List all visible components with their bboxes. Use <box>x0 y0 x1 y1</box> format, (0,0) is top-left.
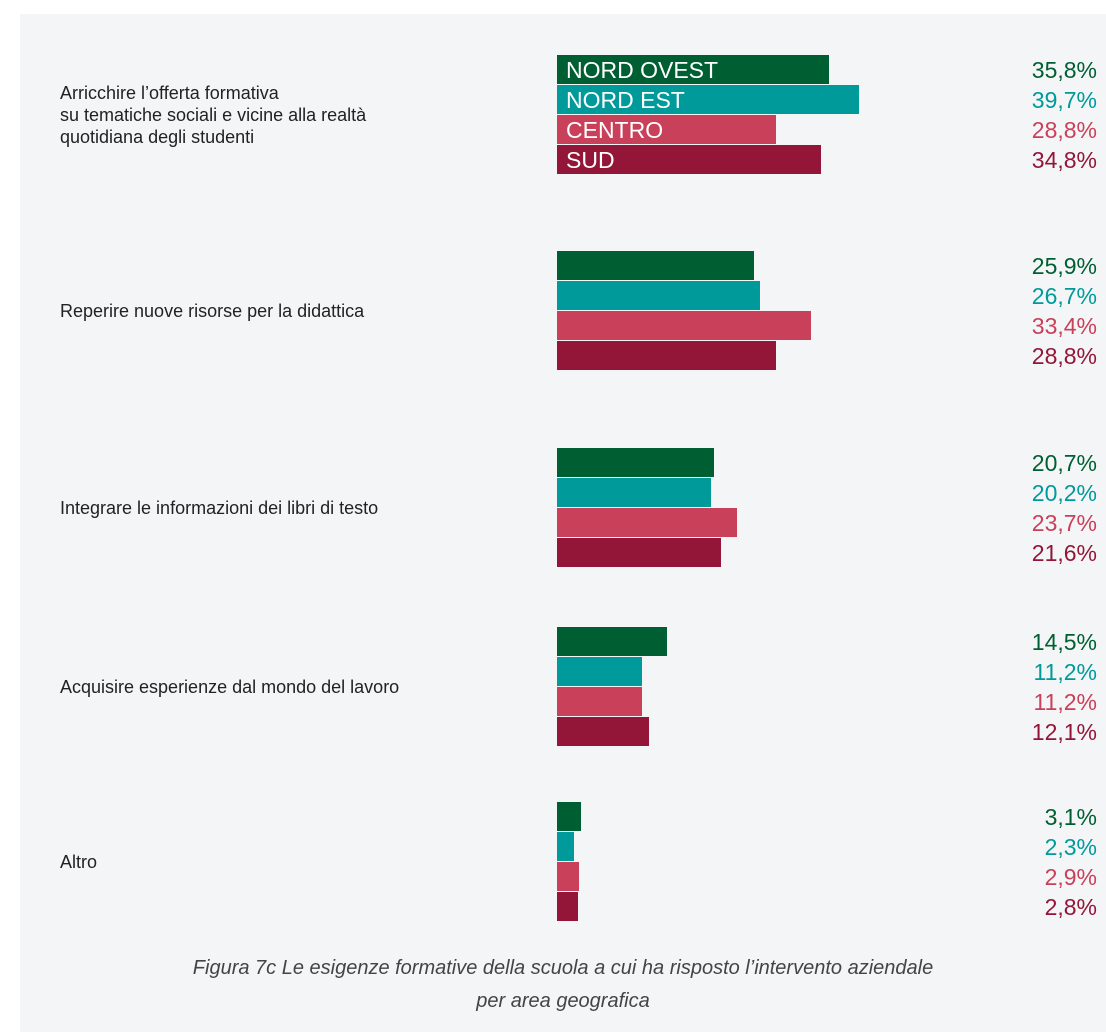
bar <box>557 145 822 174</box>
value-label: 2,9% <box>1044 864 1097 890</box>
category-label: Altro <box>60 852 98 872</box>
bar <box>557 802 581 831</box>
bar <box>557 55 830 84</box>
category-label: Arricchire l’offerta formativa su temati… <box>60 83 367 147</box>
value-label: 25,9% <box>1031 253 1097 279</box>
bar <box>557 311 811 340</box>
value-label: 20,7% <box>1031 450 1097 476</box>
bar <box>557 627 668 656</box>
category-label: Integrare le informazioni dei libri di t… <box>60 498 379 518</box>
category-label: Acquisire esperienze dal mondo del lavor… <box>60 677 400 697</box>
value-label: 14,5% <box>1031 629 1097 655</box>
value-label: 11,2% <box>1033 659 1097 685</box>
legend-label: CENTRO <box>566 117 664 143</box>
value-label: 34,8% <box>1031 147 1097 173</box>
value-label: 3,1% <box>1044 804 1097 830</box>
bar <box>557 892 579 921</box>
bar <box>557 85 859 114</box>
value-label: 20,2% <box>1031 480 1097 506</box>
bar <box>557 832 575 861</box>
bar <box>557 657 643 686</box>
value-label: 23,7% <box>1031 510 1097 536</box>
bar <box>557 251 754 280</box>
value-label: 33,4% <box>1031 313 1097 339</box>
value-label: 39,7% <box>1031 87 1097 113</box>
category-label: Reperire nuove risorse per la didattica <box>60 301 365 321</box>
caption: Figura 7c Le esigenze formative della sc… <box>192 957 934 1012</box>
bar <box>557 281 760 310</box>
value-label: 12,1% <box>1031 719 1097 745</box>
legend-label: NORD OVEST <box>566 57 719 83</box>
value-label: 28,8% <box>1031 343 1097 369</box>
bar <box>557 448 715 477</box>
bar <box>557 717 649 746</box>
value-label: 35,8% <box>1031 57 1097 83</box>
legend-label: SUD <box>566 147 615 173</box>
bar <box>557 508 738 537</box>
value-label: 21,6% <box>1031 540 1097 566</box>
bar <box>557 341 776 370</box>
value-label: 26,7% <box>1031 283 1097 309</box>
bar <box>557 478 711 507</box>
bar <box>557 538 722 567</box>
value-label: 28,8% <box>1031 117 1097 143</box>
value-label: 2,3% <box>1044 834 1097 860</box>
value-label: 2,8% <box>1044 894 1097 920</box>
bar <box>557 115 776 144</box>
legend-label: NORD EST <box>566 87 685 113</box>
bar <box>557 862 580 891</box>
bar <box>557 687 643 716</box>
value-label: 11,2% <box>1033 689 1097 715</box>
